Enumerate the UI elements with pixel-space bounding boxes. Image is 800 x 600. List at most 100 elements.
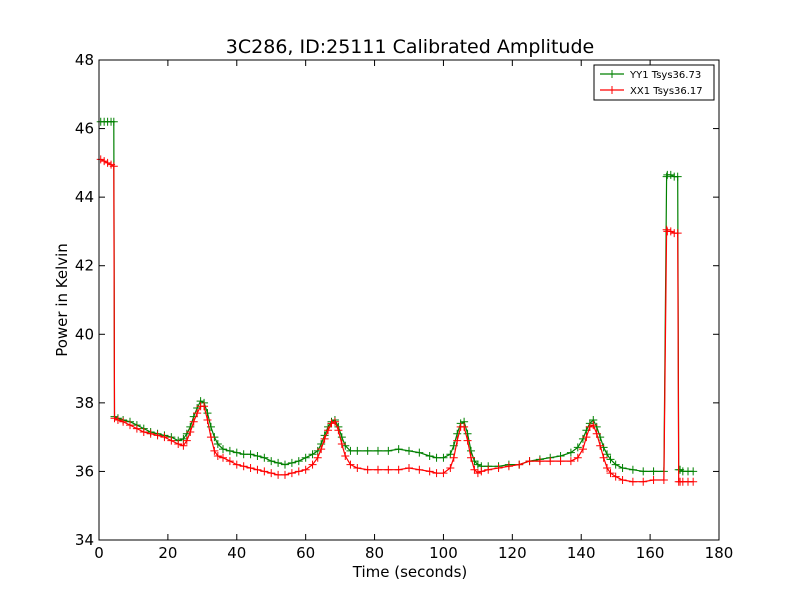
data-point bbox=[525, 457, 534, 466]
data-point bbox=[589, 421, 598, 430]
data-point bbox=[504, 462, 513, 471]
legend-marker bbox=[608, 70, 616, 78]
data-point bbox=[546, 457, 555, 466]
data-point bbox=[611, 472, 620, 481]
data-point bbox=[439, 469, 448, 478]
data-point bbox=[628, 465, 637, 474]
data-point bbox=[618, 464, 627, 472]
x-tick-label: 80 bbox=[365, 544, 384, 562]
data-point bbox=[363, 465, 372, 474]
data-point bbox=[639, 477, 648, 486]
data-point bbox=[453, 436, 462, 445]
data-point bbox=[294, 467, 303, 476]
data-point bbox=[374, 465, 382, 474]
data-point bbox=[477, 467, 486, 476]
axis-ticks: 0 20 40 60 80 100 120 140 160 180 34 36 38 40 42 44 46 48 bbox=[75, 51, 733, 562]
data-point bbox=[213, 440, 222, 448]
data-point bbox=[219, 453, 227, 462]
data-point bbox=[146, 429, 155, 438]
data-point bbox=[219, 445, 227, 454]
data-point bbox=[666, 170, 675, 179]
data-point bbox=[260, 453, 269, 462]
data-point bbox=[603, 464, 612, 472]
data-point bbox=[110, 414, 119, 423]
data-point bbox=[320, 434, 329, 443]
y-tick-label: 46 bbox=[75, 120, 94, 138]
data-point bbox=[384, 446, 393, 455]
x-tick-label: 140 bbox=[567, 544, 596, 562]
data-point bbox=[463, 436, 472, 445]
data-point bbox=[384, 465, 393, 474]
data-point bbox=[139, 428, 148, 436]
data-point bbox=[535, 457, 544, 466]
data-point bbox=[232, 448, 241, 457]
data-point bbox=[494, 464, 503, 472]
legend-marker bbox=[608, 86, 616, 94]
data-point bbox=[405, 446, 413, 455]
chart-title: 3C286, ID:25111 Calibrated Amplitude bbox=[226, 36, 594, 58]
data-point bbox=[200, 402, 209, 411]
x-axis-label: Time (seconds) bbox=[352, 563, 468, 581]
data-point bbox=[225, 457, 234, 466]
y-tick-label: 44 bbox=[75, 188, 94, 206]
data-point bbox=[119, 417, 128, 426]
data-point bbox=[363, 446, 372, 455]
y-tick-label: 42 bbox=[75, 257, 94, 275]
data-point bbox=[611, 460, 620, 469]
data-point bbox=[225, 446, 234, 455]
data-point bbox=[287, 469, 296, 478]
data-point bbox=[132, 424, 141, 433]
data-point bbox=[330, 417, 339, 426]
data-point bbox=[585, 422, 594, 431]
data-point bbox=[213, 452, 222, 460]
series-layer bbox=[96, 117, 698, 486]
data-point bbox=[317, 445, 326, 454]
data-point bbox=[206, 433, 215, 442]
data-point bbox=[596, 441, 605, 450]
y-axis-label: Power in Kelvin bbox=[53, 243, 71, 357]
data-point bbox=[353, 446, 362, 455]
data-point bbox=[232, 460, 241, 469]
data-point bbox=[301, 453, 310, 462]
data-point bbox=[432, 453, 441, 462]
data-point bbox=[324, 426, 333, 435]
data-point bbox=[606, 469, 615, 478]
data-point bbox=[467, 446, 475, 455]
legend-item: YY1 Tsys36.73 bbox=[600, 70, 701, 81]
data-point bbox=[599, 453, 608, 462]
data-point bbox=[394, 465, 403, 474]
legend-box bbox=[593, 64, 715, 101]
x-tick-label: 160 bbox=[636, 544, 665, 562]
data-point bbox=[453, 429, 462, 438]
data-point bbox=[160, 433, 169, 442]
data-point bbox=[659, 476, 668, 484]
data-point bbox=[592, 429, 601, 438]
y-tick-label: 36 bbox=[75, 462, 94, 480]
data-point bbox=[239, 450, 248, 459]
data-point bbox=[274, 470, 283, 479]
data-point bbox=[179, 434, 188, 443]
data-point bbox=[126, 421, 134, 430]
data-point bbox=[327, 419, 336, 428]
data-point bbox=[432, 469, 441, 478]
data-point bbox=[313, 453, 322, 462]
data-point bbox=[253, 452, 262, 460]
data-point bbox=[203, 409, 212, 418]
data-point bbox=[673, 229, 682, 238]
data-point bbox=[100, 157, 109, 166]
data-point bbox=[649, 467, 658, 476]
data-point bbox=[666, 227, 675, 236]
data-point bbox=[689, 477, 698, 486]
data-point bbox=[287, 458, 296, 467]
data-point bbox=[153, 431, 162, 440]
data-point bbox=[556, 457, 565, 466]
data-point bbox=[281, 470, 289, 479]
legend-label: YY1 Tsys36.73 bbox=[629, 70, 701, 81]
data-point bbox=[109, 162, 118, 171]
y-tick-label: 34 bbox=[75, 531, 94, 549]
data-point bbox=[603, 450, 612, 459]
data-point bbox=[689, 467, 698, 476]
data-point bbox=[582, 433, 591, 442]
data-point bbox=[189, 417, 198, 426]
legend: YY1 Tsys36.73 XX1 Tsys36.17 bbox=[593, 64, 715, 101]
